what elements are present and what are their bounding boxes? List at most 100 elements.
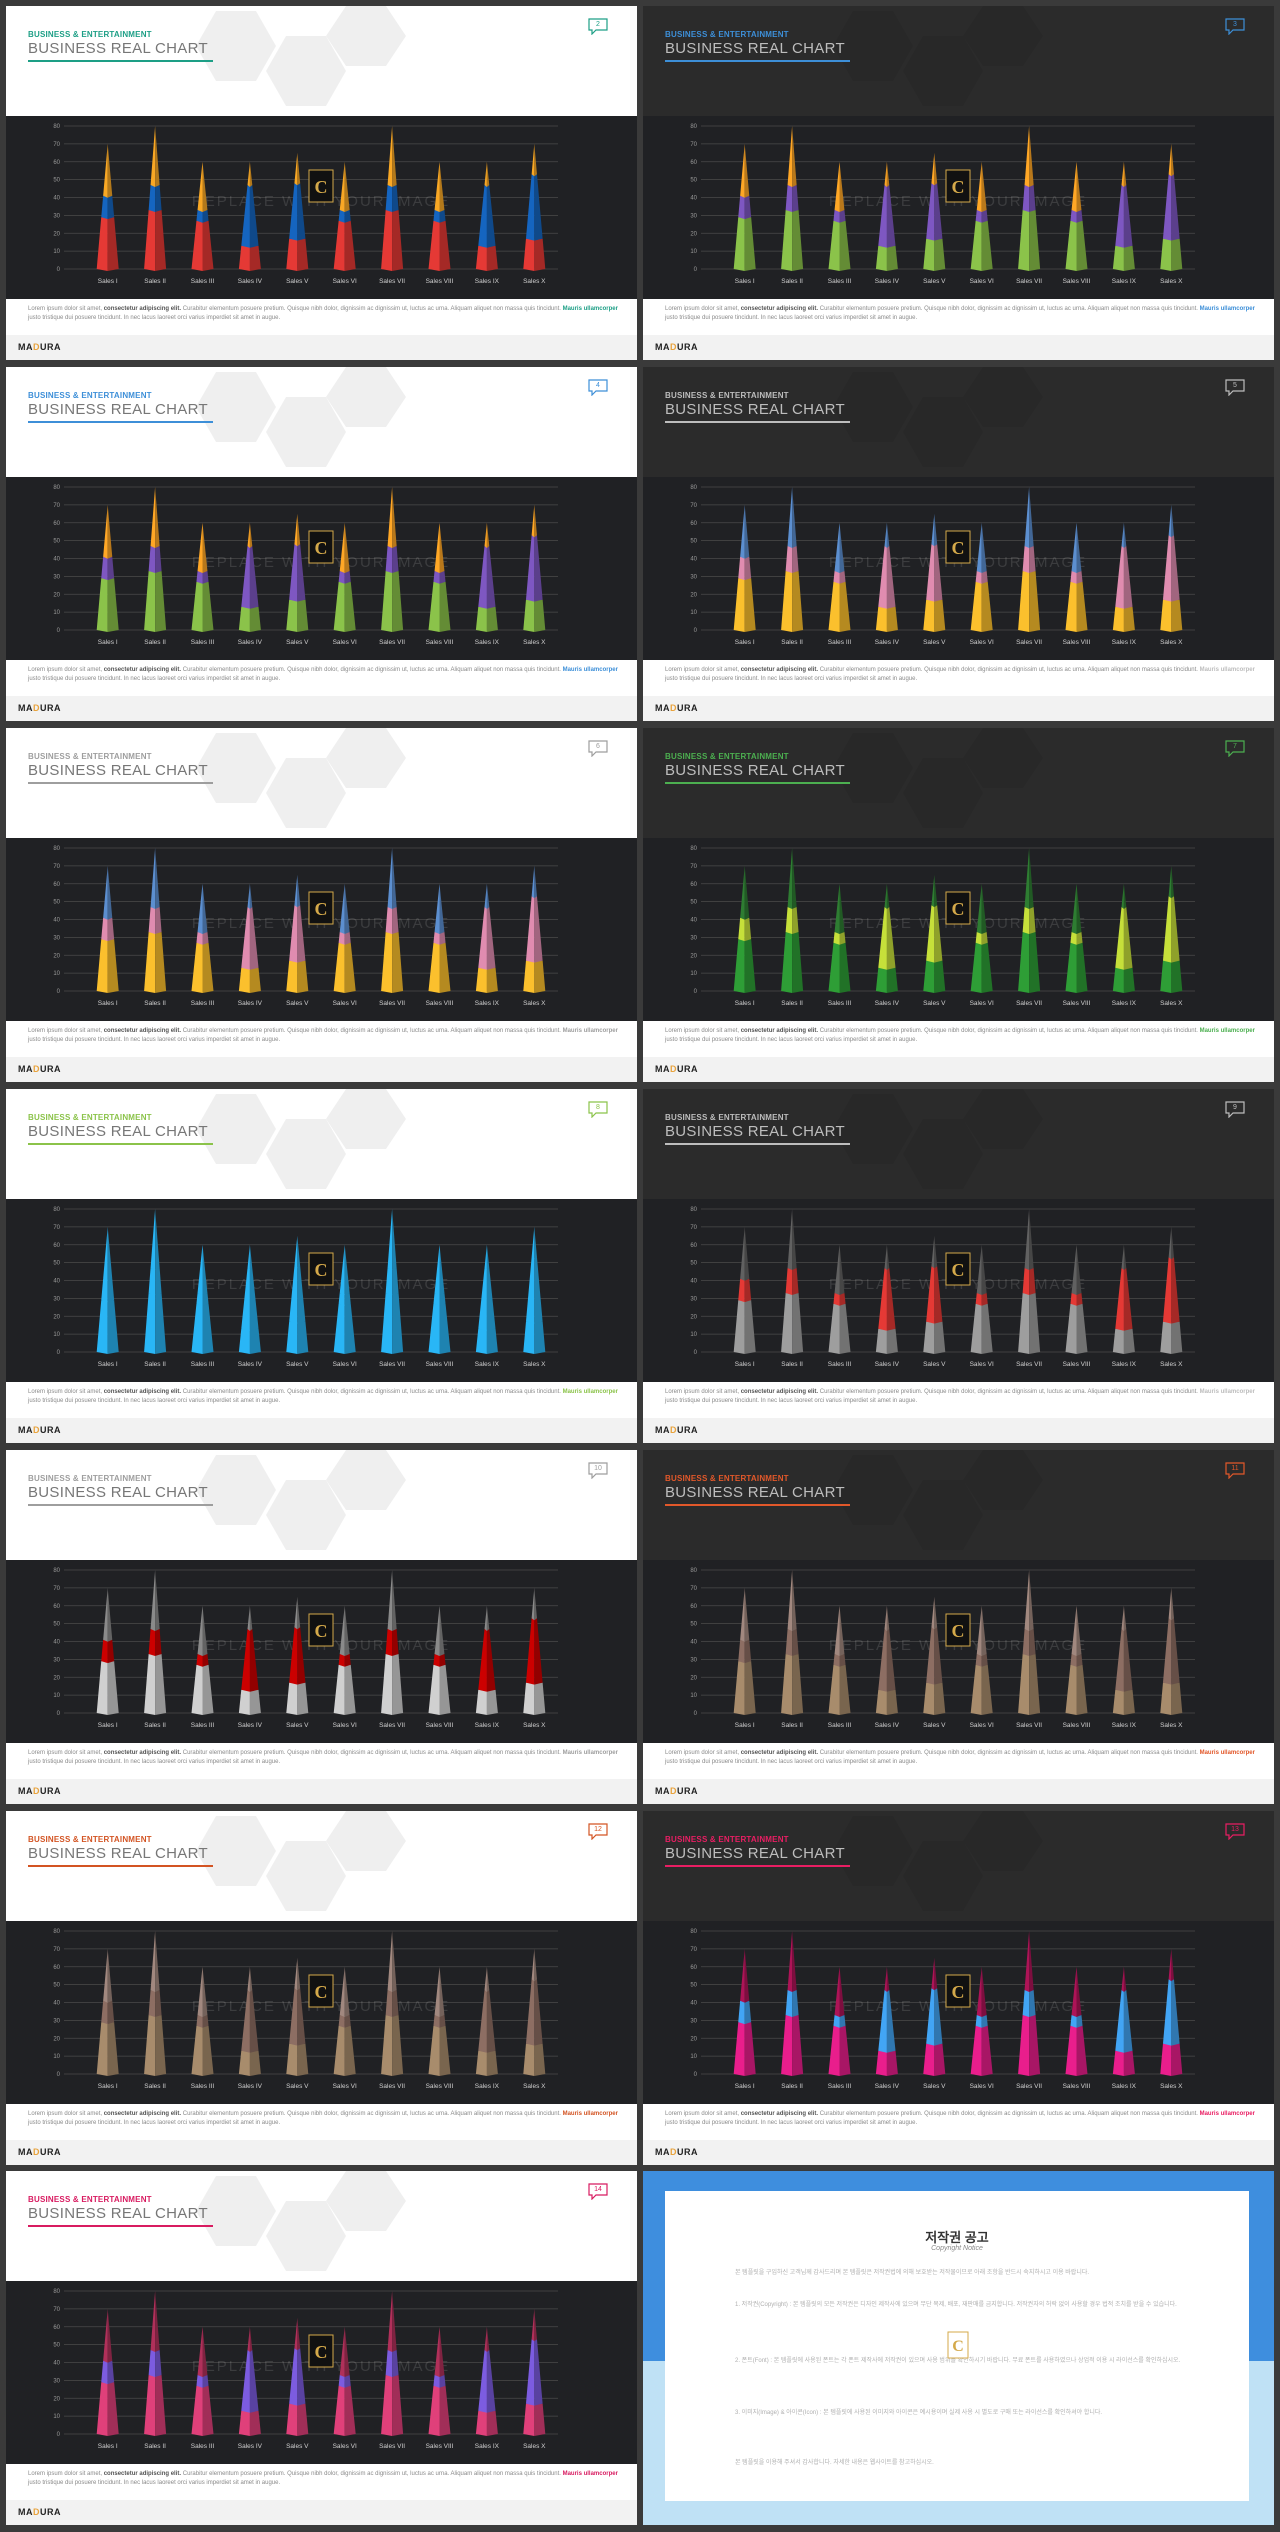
cone-segment-front [975, 571, 982, 584]
cone-segment-front [286, 2043, 298, 2076]
y-tick-label: 30 [690, 1657, 697, 1663]
desc-part: Curabitur elementum posuere pretium. Qui… [181, 1028, 563, 1034]
cone-segment-side [839, 210, 846, 223]
cone-segment-side [107, 1661, 119, 1715]
page-number-badge: 3 [1225, 18, 1245, 35]
cone-segment-side [981, 2025, 993, 2076]
cone-segment-front [970, 1664, 982, 1715]
description-text: Lorem ipsum dolor sit amet, consectetur … [665, 305, 1255, 323]
cone-segment-side [392, 545, 399, 574]
cone-segment-front [144, 2015, 156, 2076]
cone-segment-side [886, 1689, 898, 1715]
cone-segment-side [1171, 504, 1174, 538]
desc-bold: consectetur adipiscing elit. [740, 1389, 819, 1395]
cone-segment-side [744, 1587, 750, 1642]
cone-segment-front [484, 883, 487, 909]
cone-bar [733, 1226, 756, 1354]
slide-eyebrow: BUSINESS & ENTERTAINMENT [28, 752, 152, 761]
cone-segment-side [1076, 581, 1088, 632]
y-tick-label: 10 [690, 1332, 697, 1338]
cone-segment-front [286, 1321, 298, 1354]
cone-segment-front [738, 2000, 745, 2025]
cone-segment-side [344, 2015, 351, 2028]
slide: BUSINESS & ENTERTAINMENT BUSINESS REAL CH… [6, 1450, 637, 1804]
x-tick-label: Sales VI [333, 2083, 357, 2090]
cone-segment-side [1123, 1244, 1127, 1270]
hexagon-pattern [196, 2171, 406, 2271]
cone-segment-front [191, 1664, 203, 1715]
cone-segment-front [1160, 1321, 1172, 1354]
cone-segment-front [338, 2375, 345, 2388]
x-tick-label: Sales VII [1016, 1722, 1042, 1729]
cone-segment-side [1076, 1303, 1088, 1354]
brand-part: MA [655, 1786, 670, 1796]
brand-bar: MADURA [6, 2500, 637, 2525]
slide-description: Lorem ipsum dolor sit amet, consectetur … [643, 660, 1274, 696]
cone-segment-front [339, 522, 345, 574]
cone-segment-front [428, 1664, 440, 1715]
title-underline [28, 1143, 213, 1145]
y-tick-label: 50 [53, 1622, 60, 1628]
cone-segment-side [1076, 2025, 1088, 2076]
page-number-badge: 13 [1225, 1823, 1245, 1840]
y-tick-label: 60 [53, 521, 60, 527]
cone-segment-front [478, 184, 487, 248]
cone-segment-side [934, 1321, 946, 1354]
cone-segment-front [1112, 1689, 1124, 1715]
brand-accent: D [670, 1786, 677, 1796]
cone-segment-front [781, 932, 793, 993]
title-underline [28, 2225, 213, 2227]
desc-part: Curabitur elementum posuere pretium. Qui… [181, 2111, 563, 2117]
y-tick-label: 10 [53, 971, 60, 977]
cone-segment-side [534, 865, 537, 899]
page-number: 7 [1233, 743, 1237, 750]
x-tick-label: Sales VI [333, 639, 357, 646]
cone-segment-front [1024, 848, 1030, 909]
cone-segment-side [1029, 848, 1034, 909]
cone-segment-front [478, 1989, 487, 2053]
cone-segment-side [934, 544, 943, 602]
cone-segment-front [333, 2025, 345, 2076]
cone-segment-front [148, 1989, 156, 2018]
desc-part: Curabitur elementum posuere pretium. Qui… [181, 1389, 563, 1395]
brand-logo: MADURA [18, 2507, 61, 2517]
cone-segment-front [150, 848, 156, 909]
x-tick-label: Sales III [828, 2083, 852, 2090]
cone-segment-side [249, 161, 253, 187]
slide-header: BUSINESS & ENTERTAINMENT BUSINESS REAL CH… [6, 728, 637, 838]
cone-bar [96, 1948, 119, 2076]
cone-bar [475, 161, 498, 271]
cone-segment-front [884, 1966, 887, 1992]
cone-segment-side [392, 2291, 397, 2352]
x-tick-label: Sales VI [333, 278, 357, 285]
cone-segment-front [294, 2317, 298, 2351]
cone-segment-front [787, 1570, 793, 1631]
speech-bubble-icon [588, 18, 608, 35]
cone-segment-side [1076, 1654, 1083, 1667]
cone-segment-side [981, 571, 988, 584]
cone-bar [1018, 1209, 1041, 1354]
cone-segment-front [294, 513, 298, 547]
y-tick-label: 50 [53, 2343, 60, 2349]
cone-segment-front [1018, 571, 1030, 632]
cone-segment-front [475, 2050, 487, 2076]
desc-highlight: Mauris ullamcorper [562, 306, 618, 312]
x-tick-label: Sales V [286, 1722, 309, 1729]
cone-segment-side [839, 581, 851, 632]
cone-segment-side [534, 1257, 543, 1324]
slide: BUSINESS & ENTERTAINMENT BUSINESS REAL CH… [643, 1089, 1274, 1443]
cone-bar [381, 487, 404, 632]
cone-segment-front [926, 183, 935, 241]
cone-bar [781, 1570, 804, 1715]
cone-segment-front [740, 504, 745, 559]
slide-description: Lorem ipsum dolor sit amet, consectetur … [6, 1021, 637, 1057]
cone-segment-front [1112, 2050, 1124, 2076]
cone-segment-front [238, 1328, 250, 1354]
cone-segment-front [523, 599, 535, 632]
cone-segment-side [744, 1226, 750, 1281]
logo-letter: C [952, 538, 965, 558]
cone-segment-front [523, 2403, 535, 2436]
desc-bold: consectetur adipiscing elit. [740, 667, 819, 673]
